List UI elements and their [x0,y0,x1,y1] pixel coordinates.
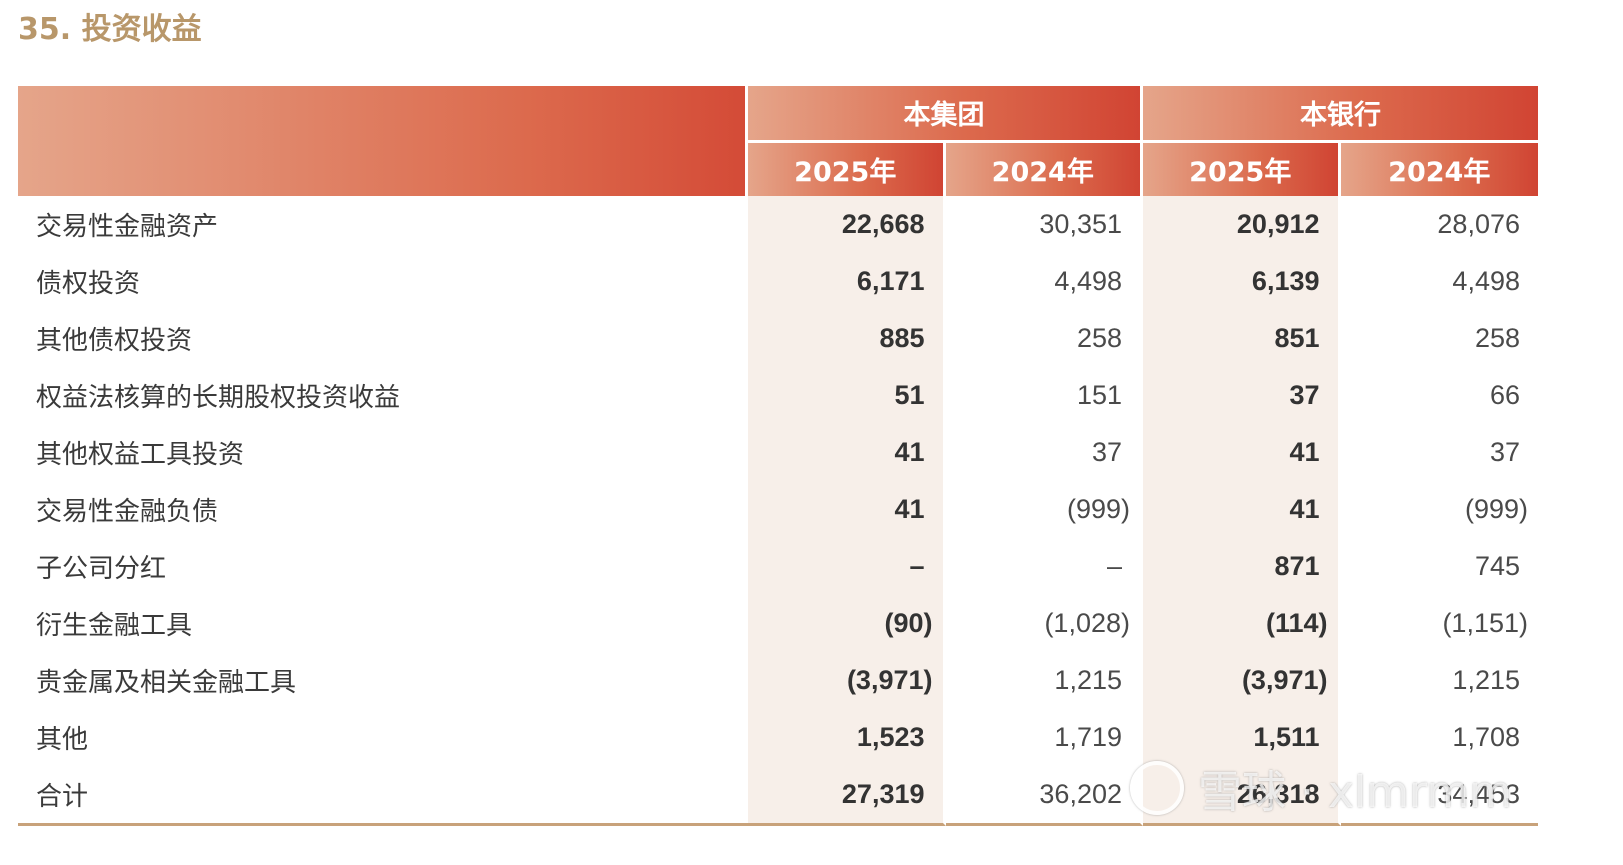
value-cell: 1,215 [946,652,1143,709]
row-label: 衍生金融工具 [36,611,193,641]
value-cell: 1,511 [1143,709,1341,766]
value-cell: 4,498 [946,253,1143,310]
table-row: 子公司分红 – –871 745 [18,538,1538,595]
row-label: 交易性金融资产 [36,212,219,242]
table-row: 其他 1,523 1,719 1,511 1,708 [18,709,1538,766]
value-cell: 36,202 [945,766,1143,826]
row-label: 债权投资 [36,269,141,299]
value-cell: 151 [946,367,1143,424]
value-cell: 851 [1143,310,1341,367]
table-row: 交易性金融负债 41 (999) 41 (999) [18,481,1538,538]
value-cell: (90) [748,595,946,652]
value-cell: (3,971) [1143,652,1341,709]
value-cell: (1,028) [946,595,1143,652]
year-header: 2024年 [945,142,1143,196]
value-cell: 1,523 [748,709,946,766]
value-cell: 41 [1143,481,1341,538]
year-header: 2024年 [1340,142,1538,196]
table-row: 权益法核算的长期股权投资收益 51 151 37 66 [18,367,1538,424]
value-cell: 6,139 [1143,253,1341,310]
value-cell: (114) [1143,595,1341,652]
row-label: 其他权益工具投资 [36,440,245,470]
row-label: 交易性金融负债 [36,497,219,527]
group-header-bank: 本银行 [1143,86,1538,143]
value-cell: 37 [1489,437,1520,467]
value-cell: (1,151) [1442,608,1528,638]
value-cell: (999) [946,481,1143,538]
table-row: 其他权益工具投资 41 37 41 37 [18,424,1538,481]
value-cell: 27,319 [748,766,946,826]
value-cell: 41 [748,481,946,538]
page-title: 35. 投资收益 [18,12,202,47]
value-cell: 37 [946,424,1143,481]
year-header: 2025年 [748,142,946,196]
value-cell: 66 [1489,380,1520,410]
table-row: 债权投资 6,171 4,498 6,139 4,498 [18,253,1538,310]
value-cell: 20,912 [1143,196,1341,253]
value-cell: 22,668 [748,196,946,253]
value-cell: 745 [1474,551,1520,581]
row-label: 其他 [36,725,89,755]
value-cell: 1,215 [1452,665,1520,695]
value-cell: 51 [748,367,946,424]
row-label: 贵金属及相关金融工具 [36,668,297,698]
value-cell: 6,171 [748,253,946,310]
row-label: 合计 [18,766,748,826]
value-cell: (3,971) [748,652,946,709]
value-cell: 1,719 [946,709,1143,766]
year-header: 2025年 [1143,142,1341,196]
row-label: 权益法核算的长期股权投资收益 [36,383,401,413]
group-header-group: 本集团 [748,86,1143,143]
value-cell: 41 [748,424,946,481]
value-cell: – [748,538,946,595]
row-label: 其他债权投资 [36,326,193,356]
value-cell: 885 [748,310,946,367]
value-cell: 258 [946,310,1143,367]
table-row: 其他债权投资 885 258 851 258 [18,310,1538,367]
value-cell: 28,076 [1437,209,1520,239]
table-row: 交易性金融资产 22,668 30,351 20,912 28,076 [18,196,1538,253]
investment-income-table: 本集团 本银行 2025年 2024年 2025年 2024年 交易性金融资产 2… [18,86,1538,826]
value-cell: – [946,538,1143,595]
header-corner [18,86,748,196]
value-cell: 871 [1143,538,1341,595]
table-row: 合计 27,319 36,202 26,318 34,453 [18,766,1538,826]
table-row: 贵金属及相关金融工具 (3,971) 1,215 (3,971) 1,215 [18,652,1538,709]
value-cell: 4,498 [1452,266,1520,296]
value-cell: 30,351 [946,196,1143,253]
value-cell: 26,318 [1143,766,1341,826]
value-cell: 34,453 [1340,766,1538,826]
value-cell: 41 [1143,424,1341,481]
table-row: 衍生金融工具 (90) (1,028) (114) (1,151) [18,595,1538,652]
value-cell: 258 [1474,323,1520,353]
value-cell: 1,708 [1452,722,1520,752]
value-cell: 37 [1143,367,1341,424]
value-cell: (999) [1464,494,1528,524]
row-label: 子公司分红 [36,554,167,584]
